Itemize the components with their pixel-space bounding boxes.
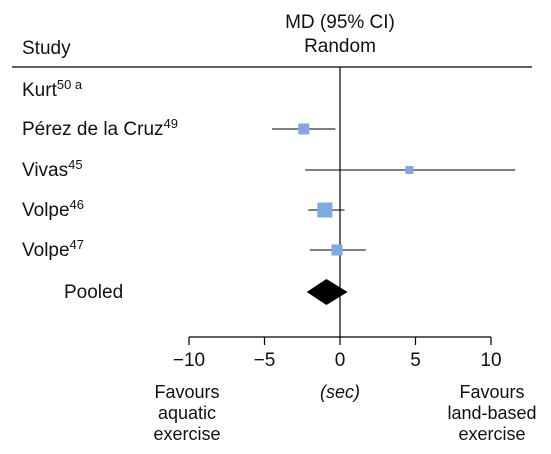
study-marker — [331, 244, 343, 256]
x-tick-label: −10 — [173, 350, 205, 371]
favours-right-line2: land-based — [447, 403, 536, 423]
study-ref: 46 — [70, 197, 84, 212]
x-tick-label: 5 — [410, 350, 421, 371]
study-ref: 50 a — [57, 77, 83, 92]
effect-header-line2: Random — [304, 36, 376, 57]
axis-unit-label: (sec) — [320, 382, 360, 402]
favours-right-line3: exercise — [458, 424, 525, 444]
study-ref: 49 — [164, 116, 178, 131]
study-marker — [405, 166, 414, 174]
study-label-perez: Pérez de la Cruz49 — [22, 116, 178, 140]
plot-marks — [272, 67, 516, 337]
favours-left-line1: Favours — [154, 382, 219, 402]
study-column-header: Study — [22, 38, 71, 59]
study-label-volpe47: Volpe47 — [22, 237, 84, 261]
pooled-diamond — [306, 279, 348, 305]
study-marker — [298, 123, 310, 135]
study-labels: Kurt50 a Pérez de la Cruz49 Vivas45 Volp… — [22, 77, 178, 303]
x-tick-label: −5 — [254, 350, 276, 371]
x-tick-label: 10 — [480, 350, 501, 371]
effect-header-line1: MD (95% CI) — [285, 12, 395, 33]
x-axis-ticks: −10 −5 0 5 10 — [173, 337, 502, 371]
study-label-volpe46: Volpe46 — [22, 197, 84, 221]
study-ref: 45 — [68, 157, 82, 172]
study-marker — [317, 202, 333, 218]
favours-left-line2: aquatic — [158, 403, 216, 423]
pooled-label: Pooled — [64, 282, 123, 303]
favours-right-line1: Favours — [459, 382, 524, 402]
x-tick-label: 0 — [335, 350, 346, 371]
study-ref: 47 — [70, 237, 84, 252]
favours-left-line3: exercise — [153, 424, 220, 444]
study-label-kurt: Kurt50 a — [22, 77, 83, 101]
study-label-vivas: Vivas45 — [22, 157, 83, 181]
